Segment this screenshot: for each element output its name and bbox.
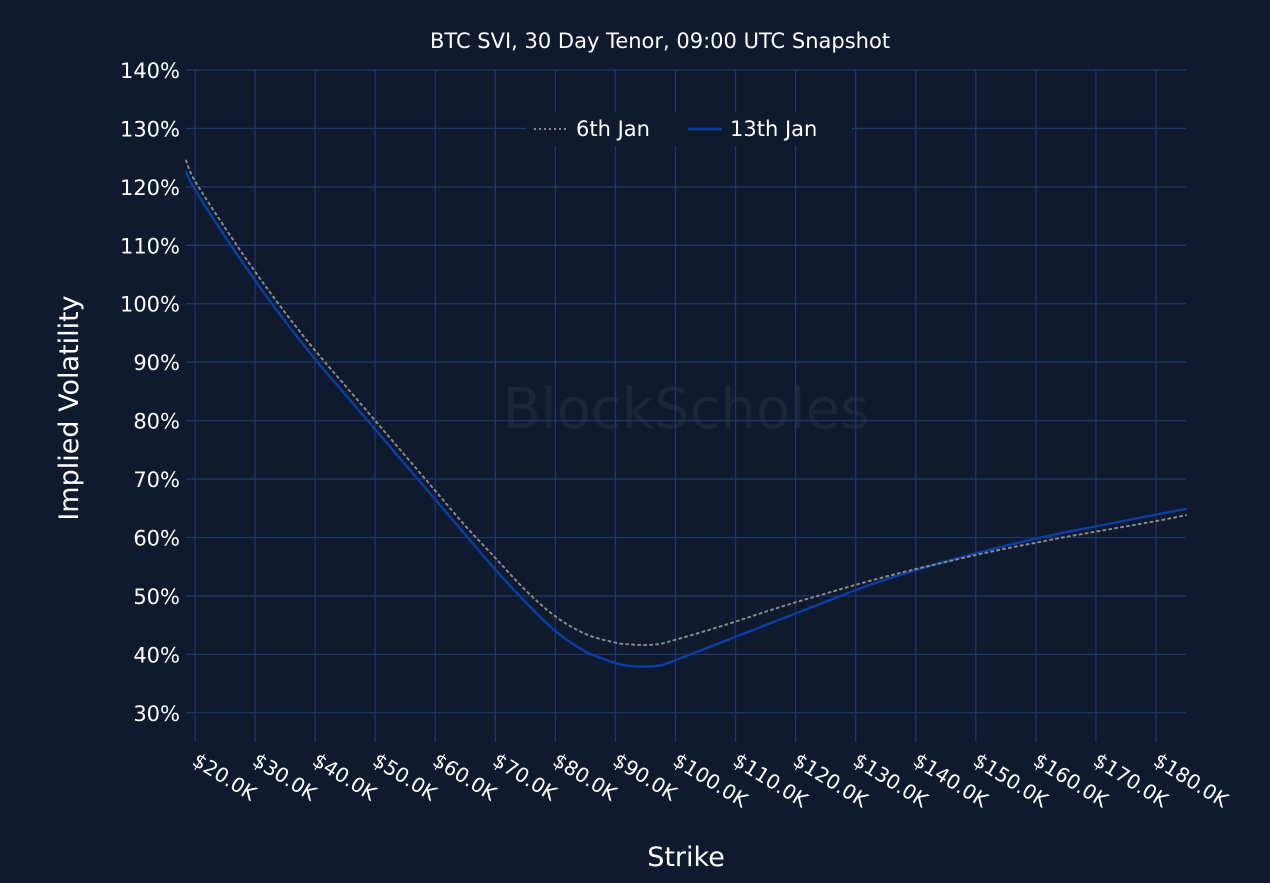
series-lines <box>184 159 1188 668</box>
x-tick-labels: $20.0K$30.0K$40.0K$50.0K$60.0K$70.0K$80.… <box>188 748 1233 813</box>
legend-label-6th-jan: 6th Jan <box>576 117 650 141</box>
legend-label-13th-jan: 13th Jan <box>730 117 817 141</box>
x-axis-title: Strike <box>647 842 725 873</box>
y-axis-title: Implied Volatility <box>54 295 85 520</box>
series-line-13th-jan <box>184 171 1188 668</box>
watermark-text: BlockScholes <box>503 377 870 442</box>
y-tick-label: 100% <box>120 293 180 317</box>
y-tick-label: 40% <box>133 643 180 667</box>
y-tick-label: 30% <box>133 702 180 726</box>
x-tick-label: $90.0K <box>609 748 682 806</box>
x-tick-label: $80.0K <box>549 748 622 806</box>
grid-lines <box>186 69 1186 742</box>
y-tick-label: 140% <box>120 59 180 83</box>
chart-legend: 6th Jan 13th Jan <box>526 112 852 146</box>
x-tick-label: $60.0K <box>429 748 502 806</box>
y-tick-labels: 30% 40% 50% 60% 70% 80% 90% 100% 110% 120% 130% 140… <box>120 59 180 726</box>
y-tick-label: 130% <box>120 117 180 141</box>
y-tick-label: 60% <box>133 526 180 550</box>
y-tick-label: 110% <box>120 234 180 258</box>
x-tick-label: $40.0K <box>308 748 381 806</box>
y-tick-label: 50% <box>133 585 180 609</box>
x-tick-label: $50.0K <box>369 748 442 806</box>
y-tick-label: 120% <box>120 176 180 200</box>
y-tick-label: 70% <box>133 468 180 492</box>
x-tick-label: $70.0K <box>489 748 562 806</box>
x-tick-label: $20.0K <box>188 748 261 806</box>
y-tick-label: 90% <box>133 351 180 375</box>
x-tick-label: $30.0K <box>248 748 321 806</box>
y-tick-label: 80% <box>133 410 180 434</box>
series-line-6th-jan <box>185 159 1187 647</box>
chart-title: BTC SVI, 30 Day Tenor, 09:00 UTC Snapsho… <box>430 29 890 53</box>
